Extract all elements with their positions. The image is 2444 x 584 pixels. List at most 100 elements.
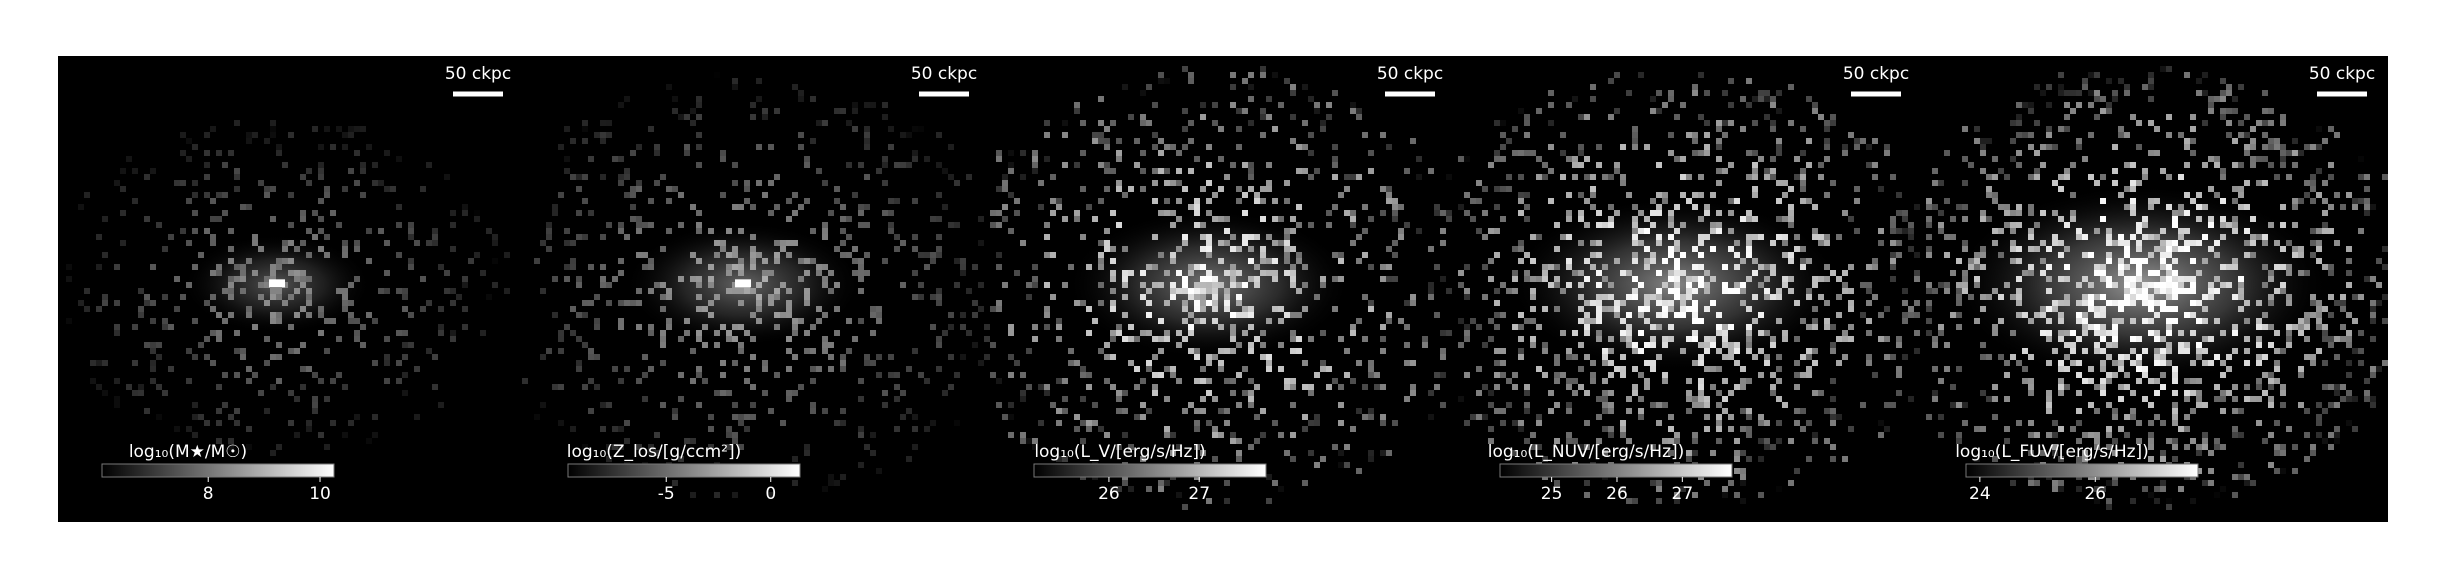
map-pixel: [2322, 138, 2328, 144]
map-pixel: [2190, 390, 2196, 396]
map-pixel: [2316, 300, 2322, 306]
map-pixel: [1008, 330, 1014, 336]
map-pixel: [756, 96, 762, 102]
map-pixel: [1260, 72, 1266, 78]
map-pixel: [1590, 300, 1596, 306]
map-pixel: [1860, 402, 1866, 408]
map-pixel: [1728, 348, 1734, 354]
map-pixel: [1638, 282, 1644, 288]
map-pixel: [1650, 96, 1656, 102]
map-pixel: [2022, 102, 2028, 108]
map-pixel: [828, 354, 834, 360]
map-pixel: [198, 414, 204, 420]
map-pixel: [1554, 354, 1560, 360]
map-pixel: [240, 276, 246, 282]
map-pixel: [2076, 336, 2082, 342]
map-pixel: [1812, 318, 1818, 324]
map-pixel: [1236, 198, 1242, 204]
map-pixel: [720, 150, 726, 156]
map-pixel: [1470, 318, 1476, 324]
map-pixel: [2160, 300, 2166, 306]
map-pixel: [2088, 402, 2094, 408]
map-pixel: [2160, 486, 2166, 492]
map-pixel: [1956, 258, 1962, 264]
map-pixel: [1200, 396, 1206, 402]
map-pixel: [2070, 216, 2076, 222]
map-pixel: [1554, 402, 1560, 408]
map-pixel: [2310, 198, 2316, 204]
map-pixel: [336, 288, 342, 294]
map-pixel: [2154, 198, 2160, 204]
map-pixel: [282, 246, 288, 252]
map-pixel: [204, 162, 210, 168]
map-pixel: [1536, 156, 1542, 162]
map-pixel: [1104, 144, 1110, 150]
map-pixel: [1656, 192, 1662, 198]
map-pixel: [1206, 180, 1212, 186]
map-pixel: [1536, 420, 1542, 426]
map-pixel: [1614, 210, 1620, 216]
map-pixel: [606, 132, 612, 138]
map-pixel: [2208, 156, 2214, 162]
map-pixel: [252, 240, 258, 246]
map-pixel: [1446, 288, 1452, 294]
map-pixel: [996, 378, 1002, 384]
map-pixel: [1884, 150, 1890, 156]
map-pixel: [1770, 294, 1776, 300]
map-pixel: [660, 306, 666, 312]
map-pixel: [1122, 276, 1128, 282]
map-pixel: [1932, 288, 1938, 294]
map-pixel: [2058, 456, 2064, 462]
map-pixel: [798, 384, 804, 390]
map-pixel: [1668, 150, 1674, 156]
map-pixel: [1224, 348, 1230, 354]
map-pixel: [834, 306, 840, 312]
map-pixel: [1524, 120, 1530, 126]
map-pixel: [1116, 486, 1122, 492]
map-pixel: [2148, 234, 2154, 240]
map-pixel: [456, 294, 462, 300]
map-pixel: [2166, 282, 2172, 288]
map-pixel: [1380, 450, 1386, 456]
map-pixel: [546, 228, 552, 234]
map-pixel: [2178, 330, 2184, 336]
map-pixel: [744, 426, 750, 432]
map-pixel: [1632, 216, 1638, 222]
map-pixel: [1008, 432, 1014, 438]
map-pixel: [1956, 300, 1962, 306]
map-pixel: [2130, 294, 2136, 300]
map-pixel: [762, 270, 768, 276]
map-pixel: [810, 348, 816, 354]
map-pixel: [2034, 432, 2040, 438]
map-pixel: [1620, 366, 1626, 372]
map-pixel: [2148, 282, 2154, 288]
map-pixel: [2298, 318, 2304, 324]
map-pixel: [576, 366, 582, 372]
map-pixel: [1644, 300, 1650, 306]
map-pixel: [438, 324, 444, 330]
map-pixel: [834, 108, 840, 114]
map-pixel: [1758, 492, 1764, 498]
map-pixel: [1026, 282, 1032, 288]
map-pixel: [1266, 498, 1272, 504]
map-pixel: [2364, 396, 2370, 402]
map-pixel: [2082, 318, 2088, 324]
map-pixel: [1764, 294, 1770, 300]
map-pixel: [1272, 216, 1278, 222]
map-pixel: [1500, 372, 1506, 378]
map-pixel: [576, 360, 582, 366]
map-pixel: [2106, 504, 2112, 510]
map-pixel: [1236, 450, 1242, 456]
map-pixel: [2316, 318, 2322, 324]
map-pixel: [1098, 240, 1104, 246]
map-pixel: [738, 264, 744, 270]
map-pixel: [2274, 144, 2280, 150]
map-pixel: [1824, 120, 1830, 126]
map-pixel: [102, 216, 108, 222]
map-pixel: [1524, 402, 1530, 408]
map-pixel: [1884, 354, 1890, 360]
map-pixel: [2052, 210, 2058, 216]
map-pixel: [1212, 456, 1218, 462]
map-pixel: [1782, 180, 1788, 186]
map-pixel: [1494, 300, 1500, 306]
